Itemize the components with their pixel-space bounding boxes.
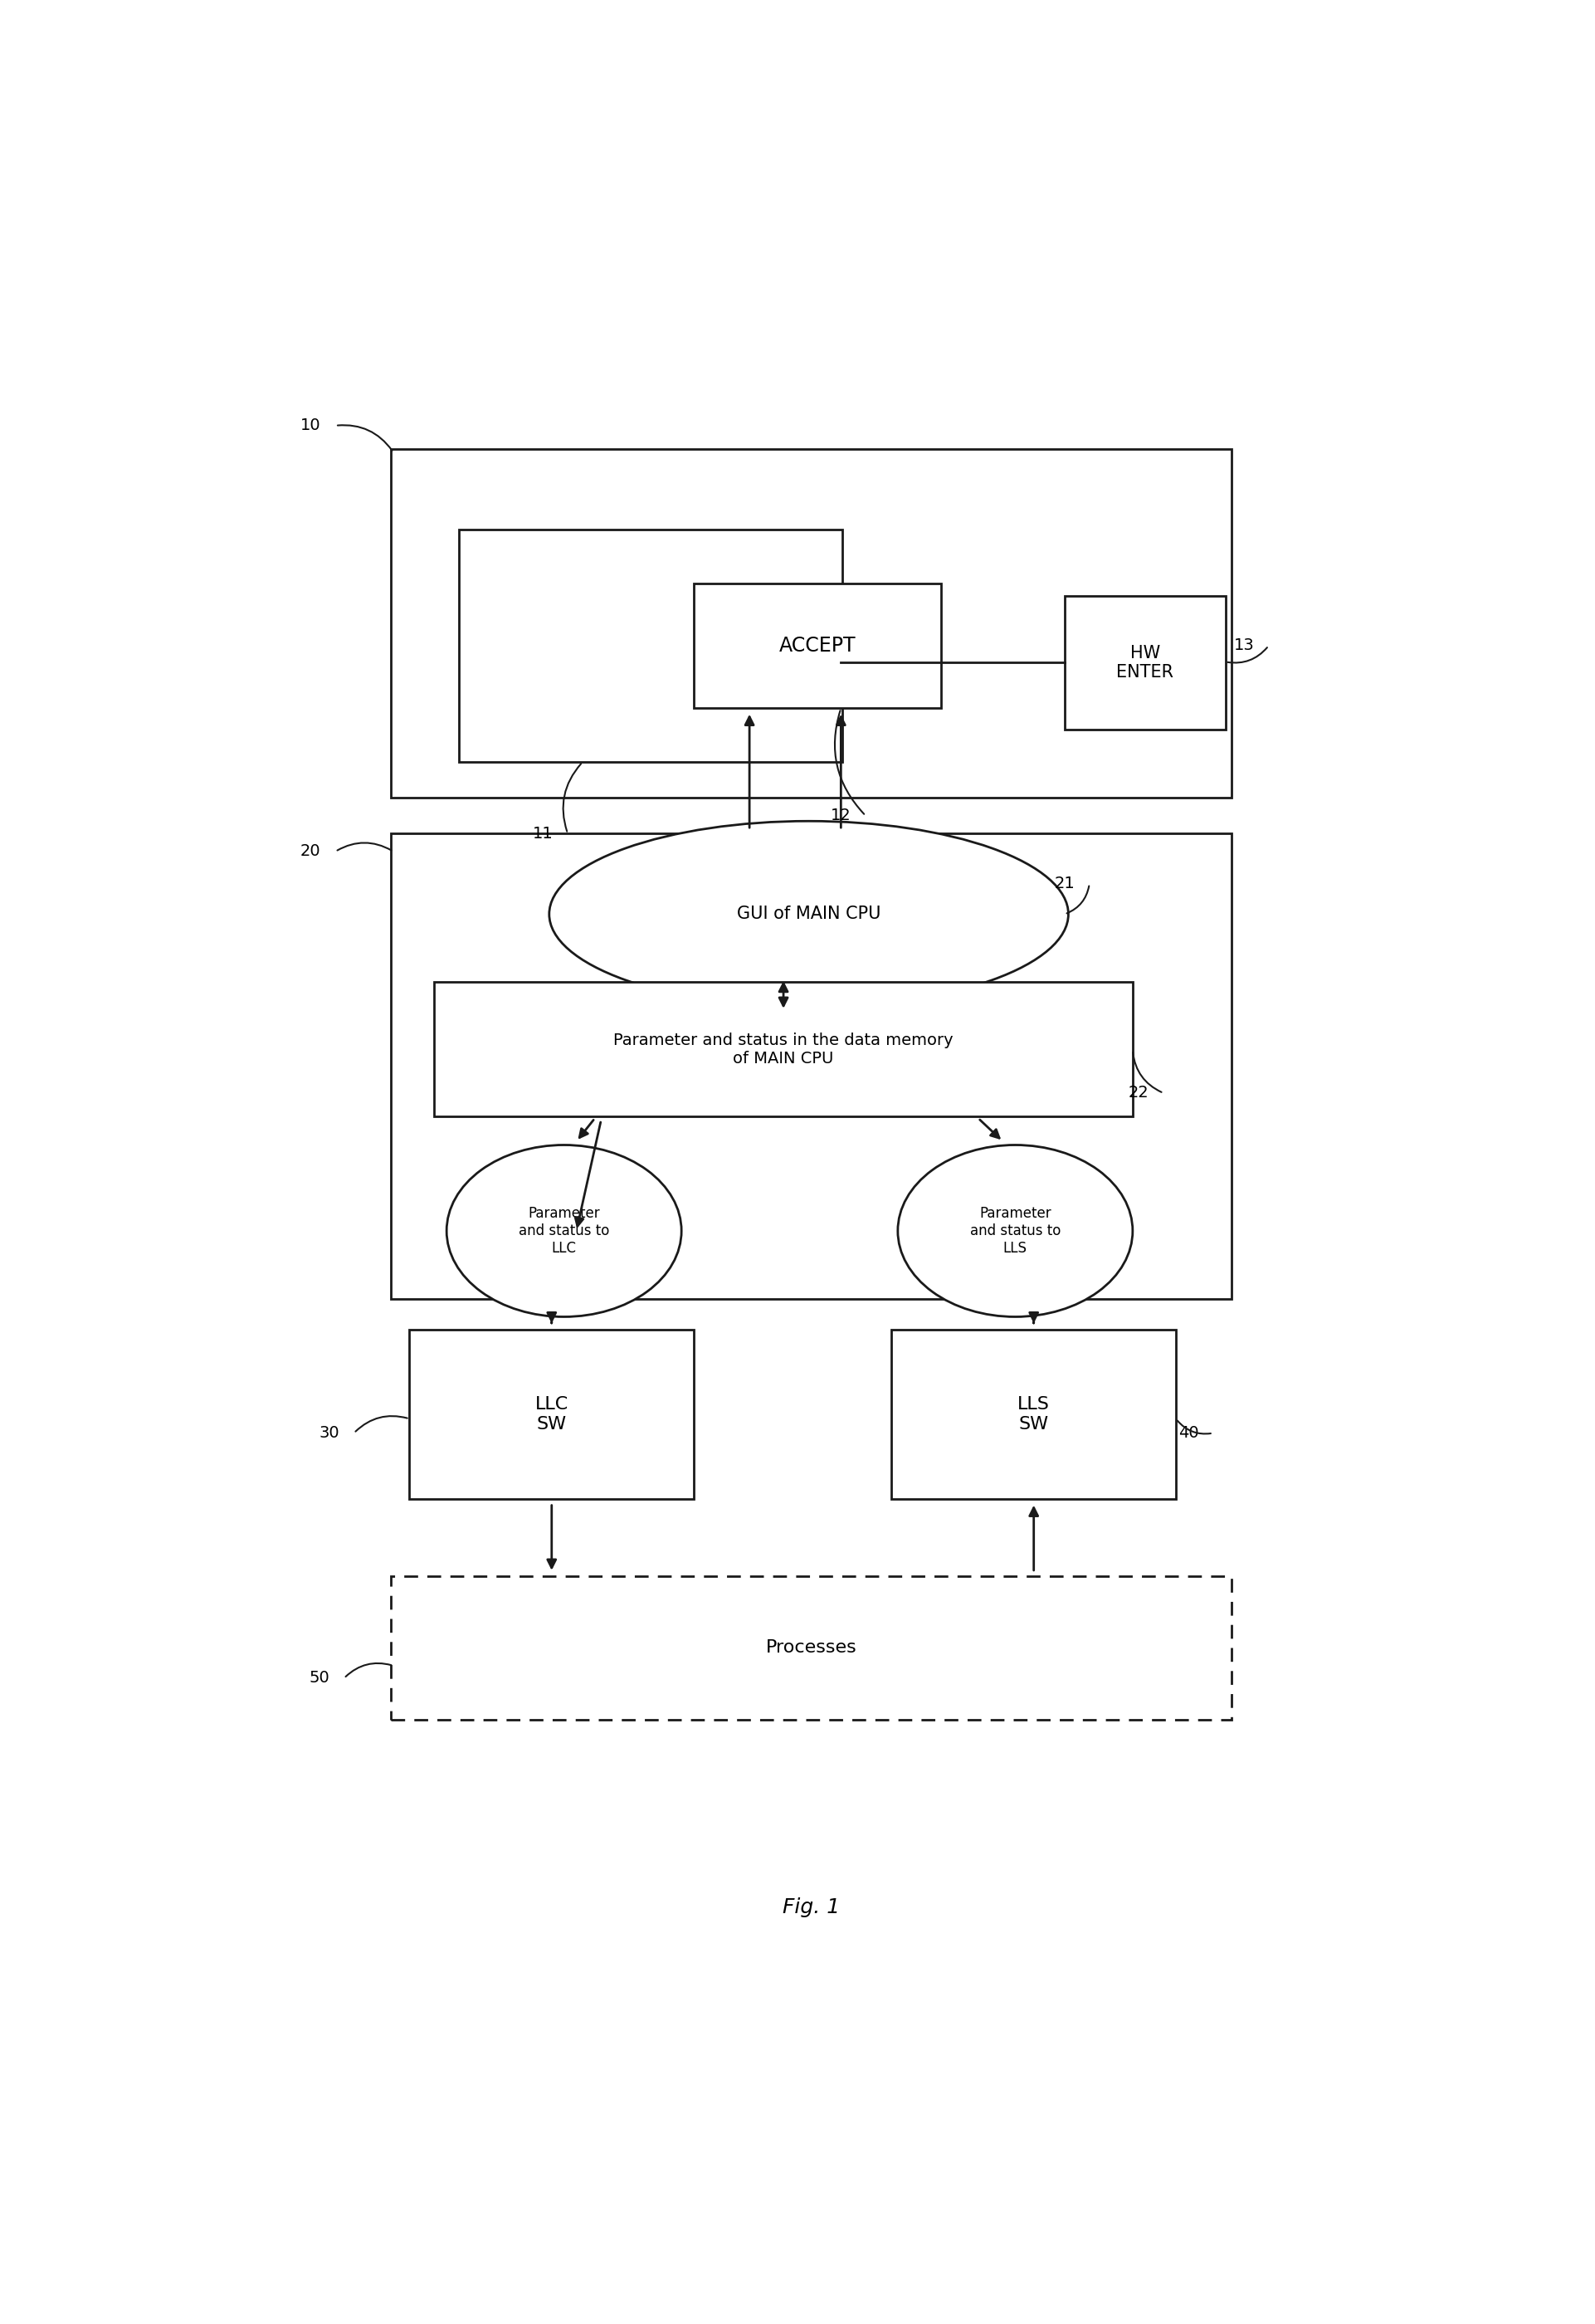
Text: GUI of MAIN CPU: GUI of MAIN CPU [737, 906, 880, 923]
Bar [434, 983, 1132, 1116]
Text: 20: 20 [300, 844, 321, 860]
Bar [1065, 595, 1225, 730]
Text: Fig. 1: Fig. 1 [783, 1896, 841, 1917]
Text: 30: 30 [319, 1425, 340, 1441]
Text: Parameter
and status to
LLC: Parameter and status to LLC [518, 1206, 609, 1255]
Bar [391, 1576, 1231, 1720]
Text: 12: 12 [831, 809, 852, 823]
Text: LLS
SW: LLS SW [1018, 1397, 1050, 1432]
Text: HW
ENTER: HW ENTER [1116, 644, 1174, 681]
Bar [892, 1329, 1176, 1499]
Text: Processes: Processes [766, 1638, 857, 1657]
Bar [391, 834, 1231, 1299]
Text: ACCEPT: ACCEPT [778, 637, 857, 655]
Text: LLC
SW: LLC SW [534, 1397, 568, 1432]
Ellipse shape [447, 1146, 681, 1318]
Bar [391, 449, 1231, 797]
Text: 22: 22 [1129, 1085, 1148, 1102]
Text: 10: 10 [300, 418, 321, 435]
Ellipse shape [549, 820, 1069, 1006]
Text: 21: 21 [1054, 876, 1075, 892]
Text: Parameter
and status to
LLS: Parameter and status to LLS [970, 1206, 1061, 1255]
Bar [459, 530, 842, 762]
Bar [694, 583, 941, 709]
Text: 11: 11 [533, 825, 553, 841]
Bar [410, 1329, 694, 1499]
Text: 50: 50 [309, 1671, 330, 1687]
Text: 13: 13 [1233, 637, 1254, 653]
Text: Parameter and status in the data memory
of MAIN CPU: Parameter and status in the data memory … [614, 1032, 954, 1067]
Text: 40: 40 [1179, 1425, 1198, 1441]
Ellipse shape [898, 1146, 1132, 1318]
